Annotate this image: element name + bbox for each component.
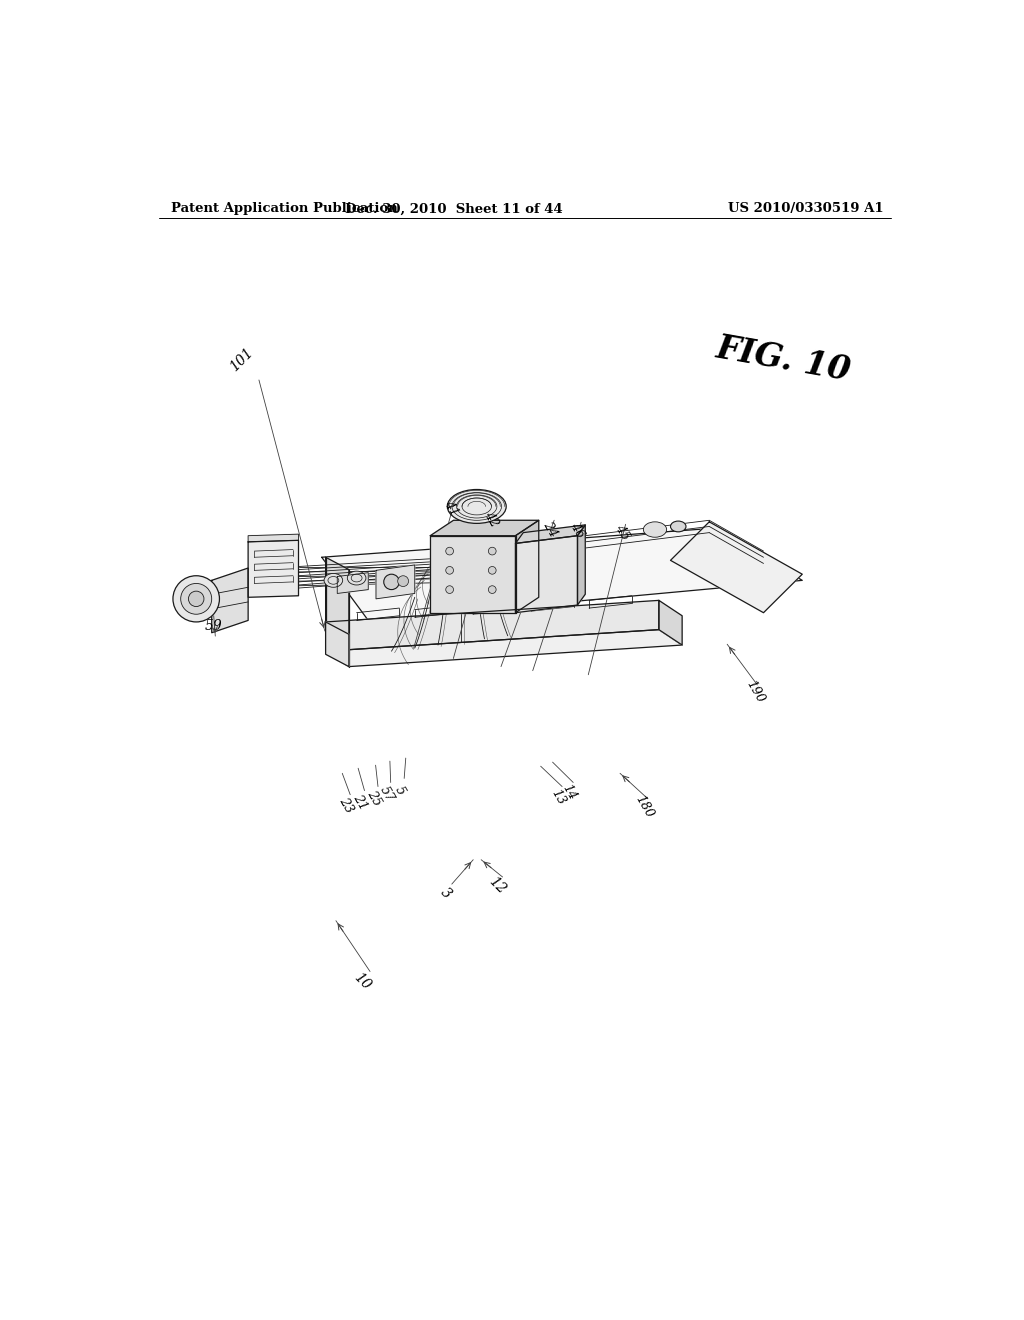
Text: 5: 5: [392, 784, 408, 797]
Polygon shape: [430, 520, 539, 536]
Ellipse shape: [180, 583, 212, 614]
Ellipse shape: [671, 521, 686, 532]
Ellipse shape: [384, 574, 399, 590]
Ellipse shape: [188, 591, 204, 607]
Text: 12: 12: [485, 874, 508, 896]
Polygon shape: [337, 573, 369, 594]
Text: 14: 14: [559, 783, 579, 803]
Ellipse shape: [347, 572, 366, 585]
Polygon shape: [248, 540, 299, 597]
Ellipse shape: [445, 548, 454, 554]
Ellipse shape: [445, 566, 454, 574]
Polygon shape: [430, 536, 515, 612]
Text: 13: 13: [549, 787, 567, 807]
Text: 23: 23: [337, 795, 356, 814]
Polygon shape: [376, 565, 415, 599]
Ellipse shape: [447, 490, 506, 524]
Polygon shape: [515, 536, 578, 612]
Text: 59: 59: [205, 619, 222, 634]
Polygon shape: [326, 630, 682, 667]
Polygon shape: [212, 568, 248, 632]
Text: 25: 25: [365, 788, 384, 808]
Text: 3: 3: [437, 886, 454, 902]
Text: 10: 10: [351, 970, 374, 993]
Polygon shape: [671, 521, 802, 612]
Text: FIG. 10: FIG. 10: [713, 331, 853, 388]
Polygon shape: [248, 535, 299, 543]
Text: 57: 57: [377, 784, 396, 805]
Ellipse shape: [488, 566, 496, 574]
Text: Patent Application Publication: Patent Application Publication: [171, 202, 397, 215]
Text: US 2010/0330519 A1: US 2010/0330519 A1: [728, 202, 884, 215]
Ellipse shape: [488, 586, 496, 594]
Text: 190: 190: [743, 678, 767, 706]
Polygon shape: [515, 525, 586, 544]
Text: 42: 42: [481, 510, 501, 529]
Ellipse shape: [643, 521, 667, 537]
Polygon shape: [578, 525, 586, 605]
Text: 46: 46: [567, 520, 587, 541]
Polygon shape: [326, 557, 349, 667]
Ellipse shape: [445, 586, 454, 594]
Ellipse shape: [397, 576, 409, 586]
Polygon shape: [322, 528, 802, 620]
Polygon shape: [658, 601, 682, 645]
Text: 41: 41: [441, 498, 461, 519]
Text: Dec. 30, 2010  Sheet 11 of 44: Dec. 30, 2010 Sheet 11 of 44: [345, 202, 562, 215]
Polygon shape: [326, 622, 349, 667]
Text: 180: 180: [632, 793, 655, 821]
Text: 21: 21: [351, 792, 370, 812]
Ellipse shape: [324, 573, 343, 587]
Text: 45: 45: [612, 523, 631, 543]
Ellipse shape: [173, 576, 219, 622]
Ellipse shape: [488, 548, 496, 554]
Text: 24: 24: [541, 519, 560, 540]
Polygon shape: [326, 601, 658, 651]
Polygon shape: [515, 520, 539, 612]
Text: 101: 101: [227, 346, 256, 374]
